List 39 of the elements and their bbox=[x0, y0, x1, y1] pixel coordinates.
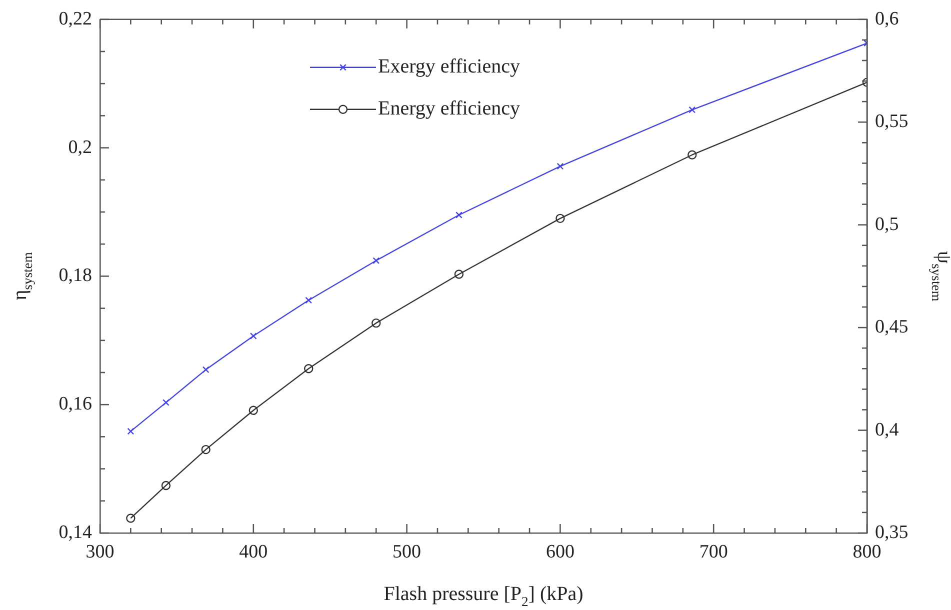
x-tick-label: 300 bbox=[86, 541, 114, 562]
point bbox=[456, 212, 462, 218]
y-tick-label: 0,14 bbox=[58, 522, 92, 543]
point bbox=[304, 364, 314, 374]
point bbox=[127, 428, 134, 435]
y2-tick-label: 0,45 bbox=[875, 316, 908, 338]
y2-tick-label: 0,4 bbox=[875, 419, 900, 440]
legend-label: Exergy efficiency bbox=[378, 56, 520, 78]
point bbox=[688, 150, 697, 160]
point bbox=[161, 480, 171, 490]
x-tick-label: 400 bbox=[239, 541, 268, 562]
point bbox=[201, 444, 210, 454]
y-tick-label: 0,18 bbox=[58, 265, 92, 286]
y-tick-label: 0,16 bbox=[58, 394, 92, 415]
point bbox=[250, 332, 257, 340]
x-tick-label: 800 bbox=[852, 541, 882, 562]
legend-label: Energy efficiency bbox=[378, 98, 520, 120]
point bbox=[202, 366, 210, 374]
y-tick-label: 0,22 bbox=[58, 8, 92, 30]
x-tick-label: 600 bbox=[546, 541, 574, 562]
point bbox=[248, 406, 258, 415]
y-tick-label: 0,2 bbox=[68, 136, 92, 158]
point bbox=[556, 162, 564, 170]
point bbox=[305, 296, 312, 304]
y2-axis-title: ψsystem bbox=[929, 251, 951, 302]
y2-tick-label: 0,55 bbox=[875, 111, 908, 132]
y2-tick-label: 0,5 bbox=[875, 214, 899, 235]
point bbox=[126, 514, 136, 523]
point bbox=[162, 399, 170, 406]
y2-tick-label: 0,6 bbox=[875, 8, 899, 30]
x-tick-label: 700 bbox=[699, 541, 728, 562]
point bbox=[556, 214, 565, 224]
point bbox=[688, 106, 696, 114]
x-tick-label: 500 bbox=[392, 541, 422, 562]
point bbox=[372, 318, 381, 328]
y2-tick-label: 0,35 bbox=[875, 522, 908, 543]
point bbox=[372, 257, 380, 264]
point bbox=[454, 270, 464, 279]
y-axis-title: ηsystem bbox=[9, 252, 35, 300]
